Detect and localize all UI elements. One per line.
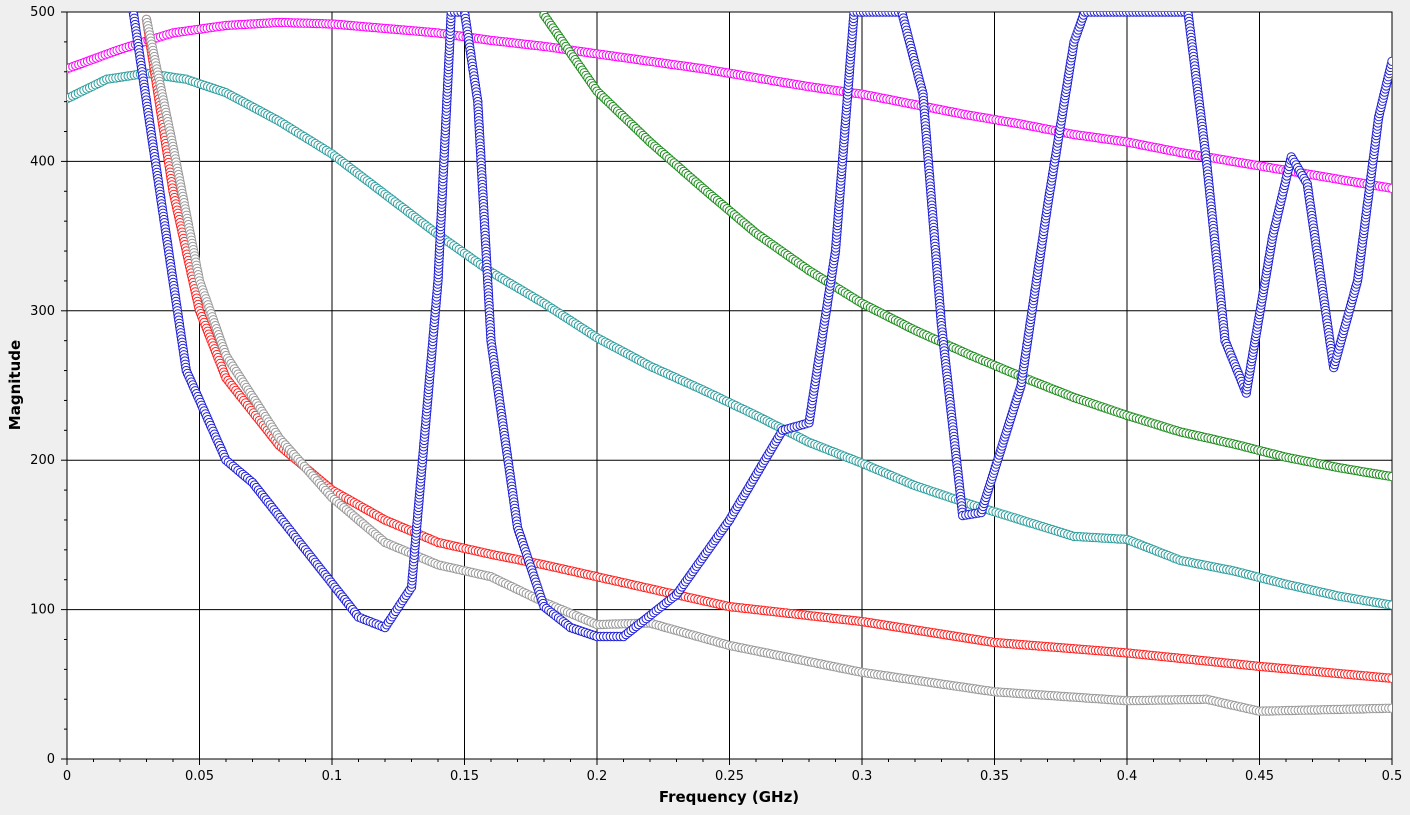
data-point [1387,471,1392,482]
x-tick-label: 0.5 [1382,769,1403,784]
x-tick-label: 0 [63,769,71,784]
data-point [1387,183,1392,193]
x-tick-label: 0.3 [852,769,873,784]
data-point [1387,703,1392,713]
x-tick-label: 0.05 [185,769,214,784]
series-1 [67,68,1392,610]
grid-lines [66,11,1393,760]
y-tick-label: 200 [30,453,55,468]
series-layer [67,12,1392,716]
x-tick-label: 0.25 [715,769,744,784]
axis-ticks: 0 0.05 0.1 0.15 0.2 0.25 0.3 0.35 0.4 0.45 0.5 0 100… [30,5,1402,784]
data-point [1387,673,1392,683]
y-tick-label: 500 [30,5,55,20]
x-axis-label: Frequency (GHz) [659,788,799,806]
series-2 [539,12,1392,482]
x-tick-label: 0.2 [587,769,608,784]
y-axis-label: Magnitude [6,340,24,430]
data-point [1387,600,1392,610]
x-tick-label: 0.1 [322,769,343,784]
x-tick-label: 0.45 [1245,769,1274,784]
x-tick-label: 0.4 [1117,769,1138,784]
series-0 [67,17,1392,193]
data-point [1387,56,1392,66]
series-5 [128,12,1392,642]
y-tick-label: 300 [30,304,55,319]
x-tick-label: 0.15 [450,769,479,784]
y-tick-label: 100 [30,603,55,618]
y-tick-label: 400 [30,154,55,169]
y-tick-label: 0 [47,752,55,767]
x-tick-label: 0.35 [980,769,1009,784]
